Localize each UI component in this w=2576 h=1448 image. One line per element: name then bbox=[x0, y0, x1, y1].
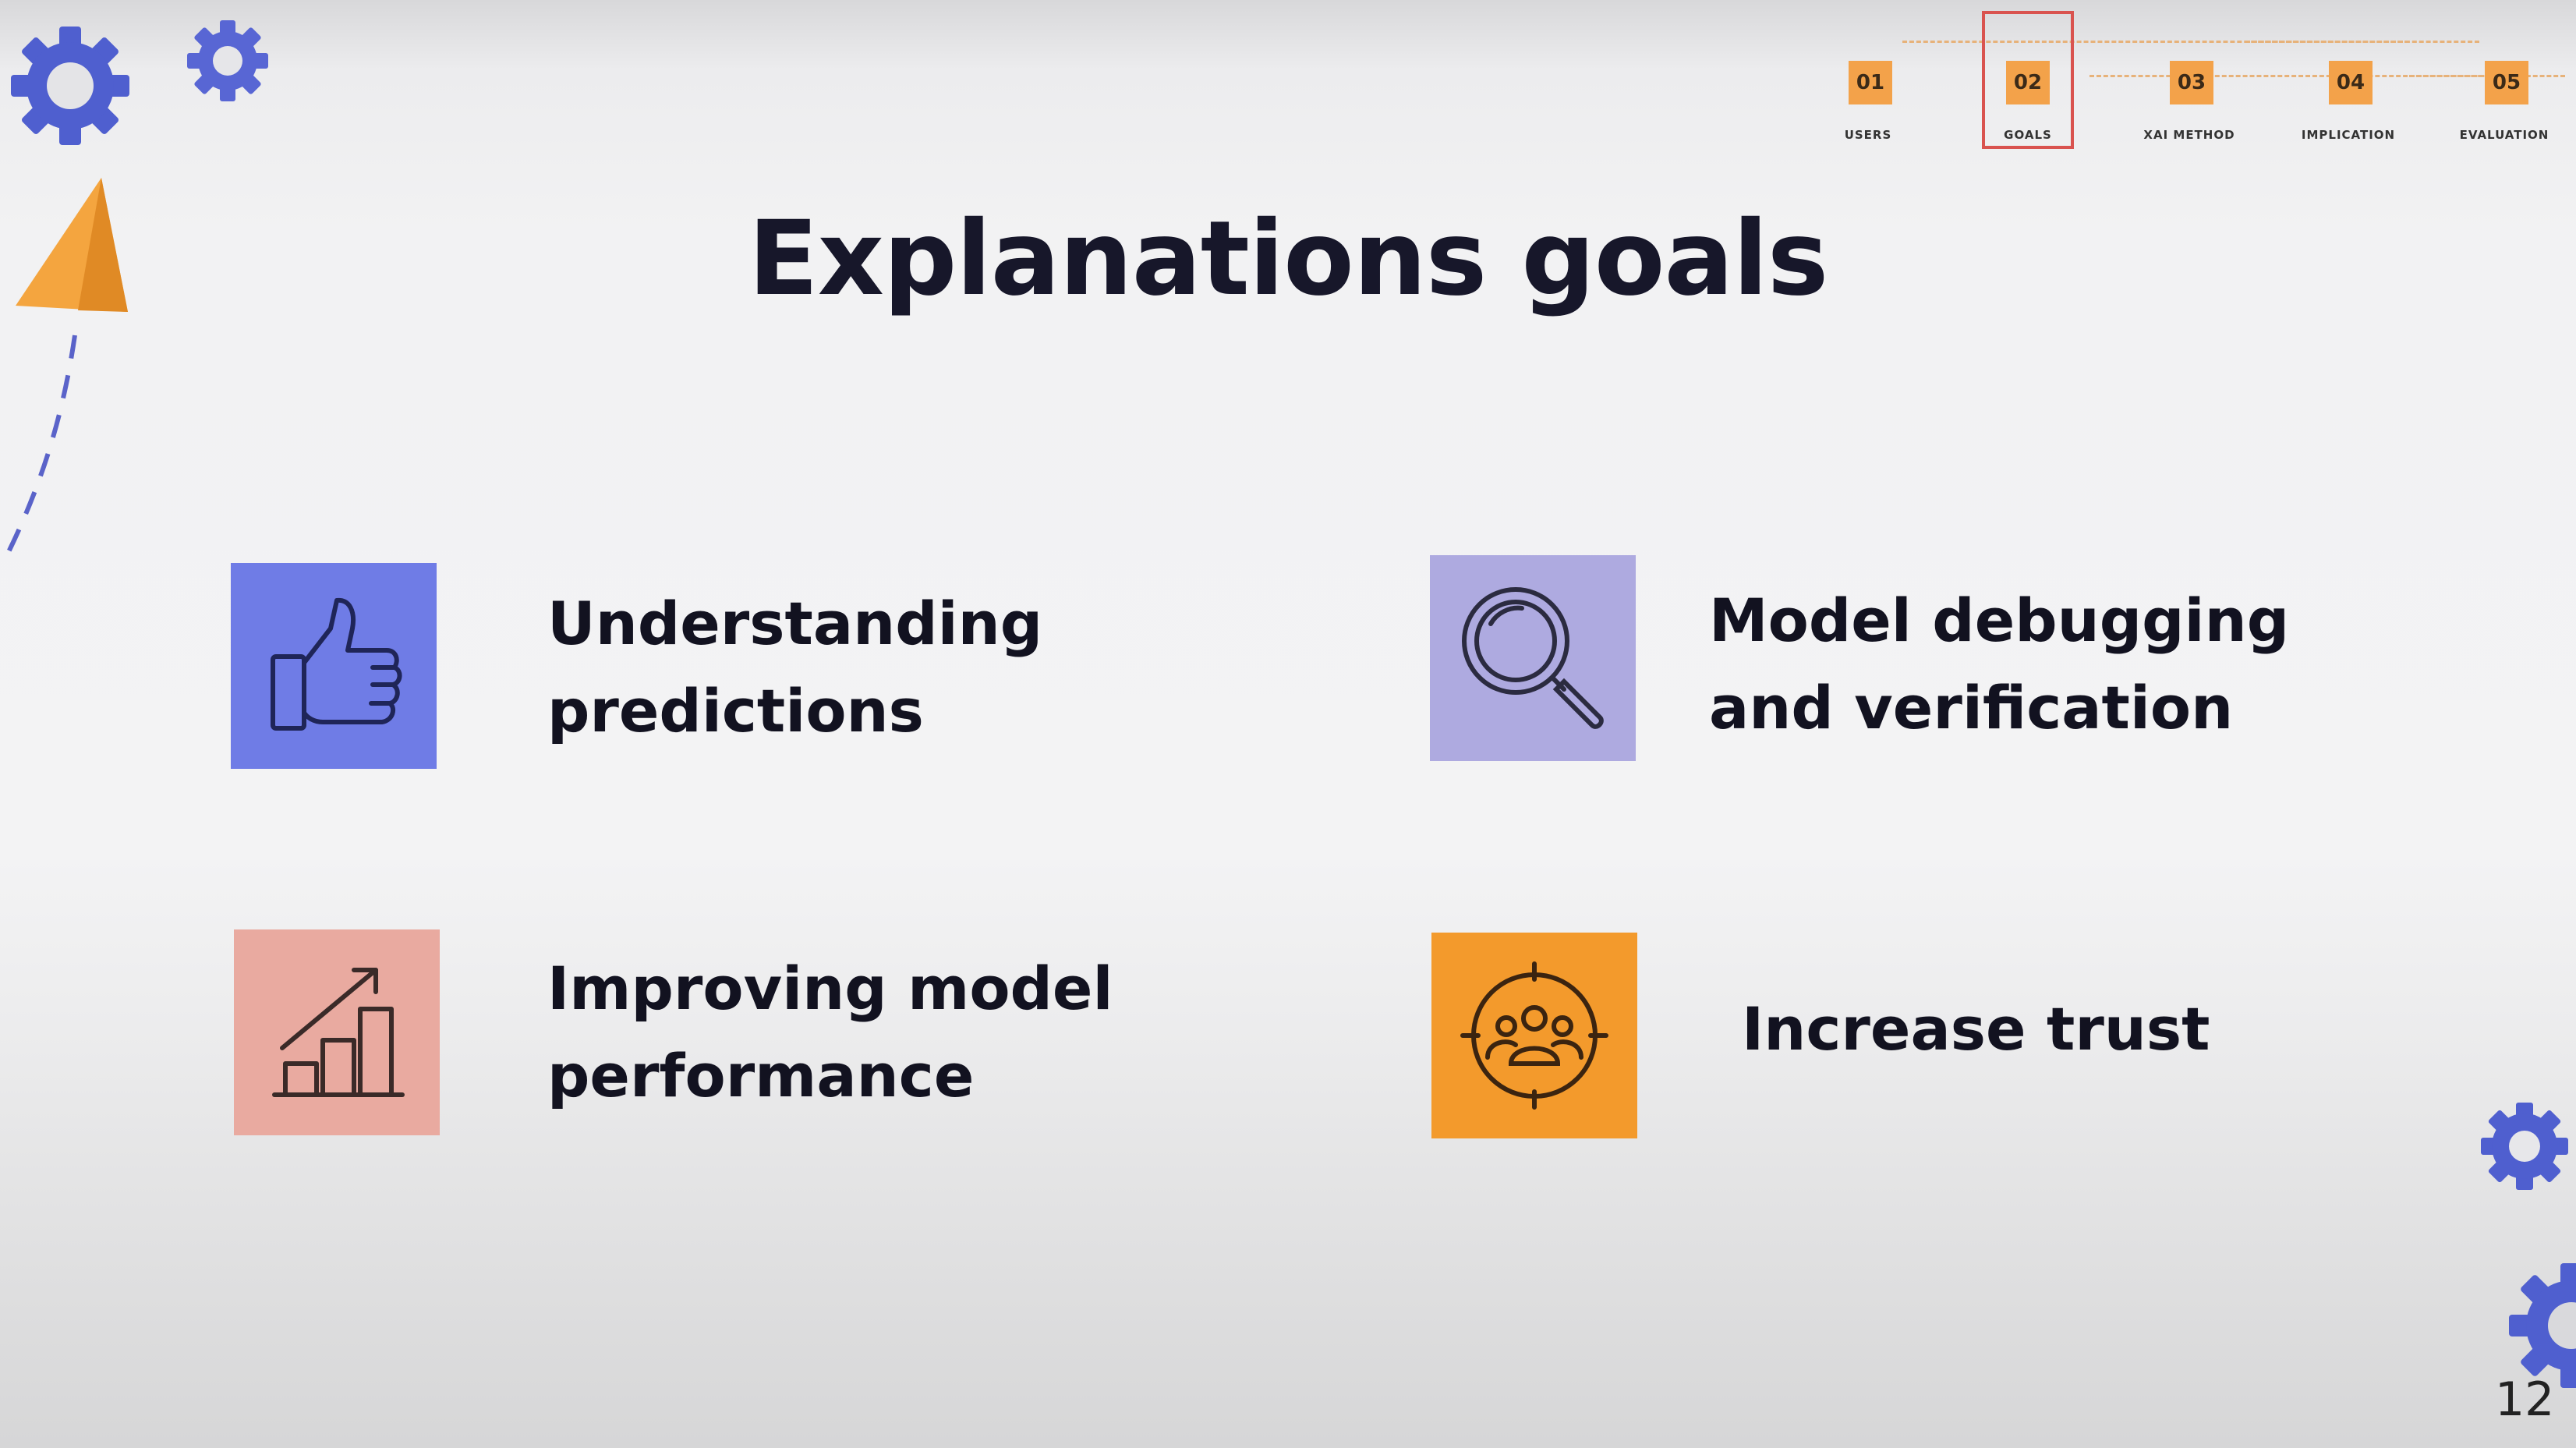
goal-increase-trust: Increase trust bbox=[1742, 994, 2210, 1064]
paper-plane-icon bbox=[16, 178, 128, 312]
step-number: 02 bbox=[2006, 61, 2050, 104]
tracker-connector bbox=[2245, 41, 2479, 43]
increase-trust-tile bbox=[1431, 933, 1637, 1138]
tracker-step-evaluation[interactable]: 05 EVALUATION bbox=[2450, 11, 2559, 155]
step-label: USERS bbox=[1844, 128, 1892, 142]
model-debugging-tile bbox=[1430, 555, 1636, 761]
goal-understanding-predictions: Understanding predictions bbox=[547, 589, 1043, 745]
dashed-trail bbox=[2, 335, 77, 563]
step-number: 04 bbox=[2329, 61, 2373, 104]
goal-model-debugging: Model debugging and verification bbox=[1709, 586, 2290, 742]
step-label: GOALS bbox=[2004, 128, 2052, 142]
slide-title: Explanations goals bbox=[748, 199, 1829, 319]
decor-bottom-right bbox=[2481, 1103, 2576, 1388]
step-label: IMPLICATION bbox=[2301, 128, 2396, 142]
page-number: 12 bbox=[2495, 1372, 2555, 1427]
thumbs-up-icon bbox=[271, 597, 402, 731]
tracker-connector bbox=[1902, 41, 2409, 43]
growth-chart-icon bbox=[272, 968, 405, 1097]
large-gear-icon bbox=[11, 27, 129, 145]
goal-improving-performance: Improving model performance bbox=[547, 954, 1113, 1110]
tracker-step-users[interactable]: 01 USERS bbox=[1813, 11, 1923, 155]
step-number: 03 bbox=[2170, 61, 2213, 104]
tracker-step-goals[interactable]: 02 GOALS bbox=[1982, 11, 2091, 155]
large-gear-icon bbox=[2509, 1263, 2576, 1388]
step-number: 05 bbox=[2485, 61, 2528, 104]
step-label: XAI METHOD bbox=[2143, 128, 2235, 142]
magnifier-icon bbox=[1462, 587, 1604, 729]
small-gear-icon bbox=[2481, 1103, 2568, 1190]
tracker-step-xai-method[interactable]: 03 XAI METHOD bbox=[2135, 11, 2244, 155]
step-number: 01 bbox=[1849, 61, 1892, 104]
tracker-step-implication[interactable]: 04 IMPLICATION bbox=[2294, 11, 2403, 155]
step-label: EVALUATION bbox=[2459, 128, 2549, 142]
understanding-predictions-tile bbox=[231, 563, 437, 769]
tracker-connector bbox=[2089, 75, 2526, 77]
small-gear-icon bbox=[187, 20, 268, 101]
team-target-icon bbox=[1460, 961, 1608, 1110]
improving-performance-tile bbox=[234, 929, 440, 1135]
active-step-frame bbox=[1982, 11, 2074, 149]
decor-top-left bbox=[2, 20, 268, 563]
